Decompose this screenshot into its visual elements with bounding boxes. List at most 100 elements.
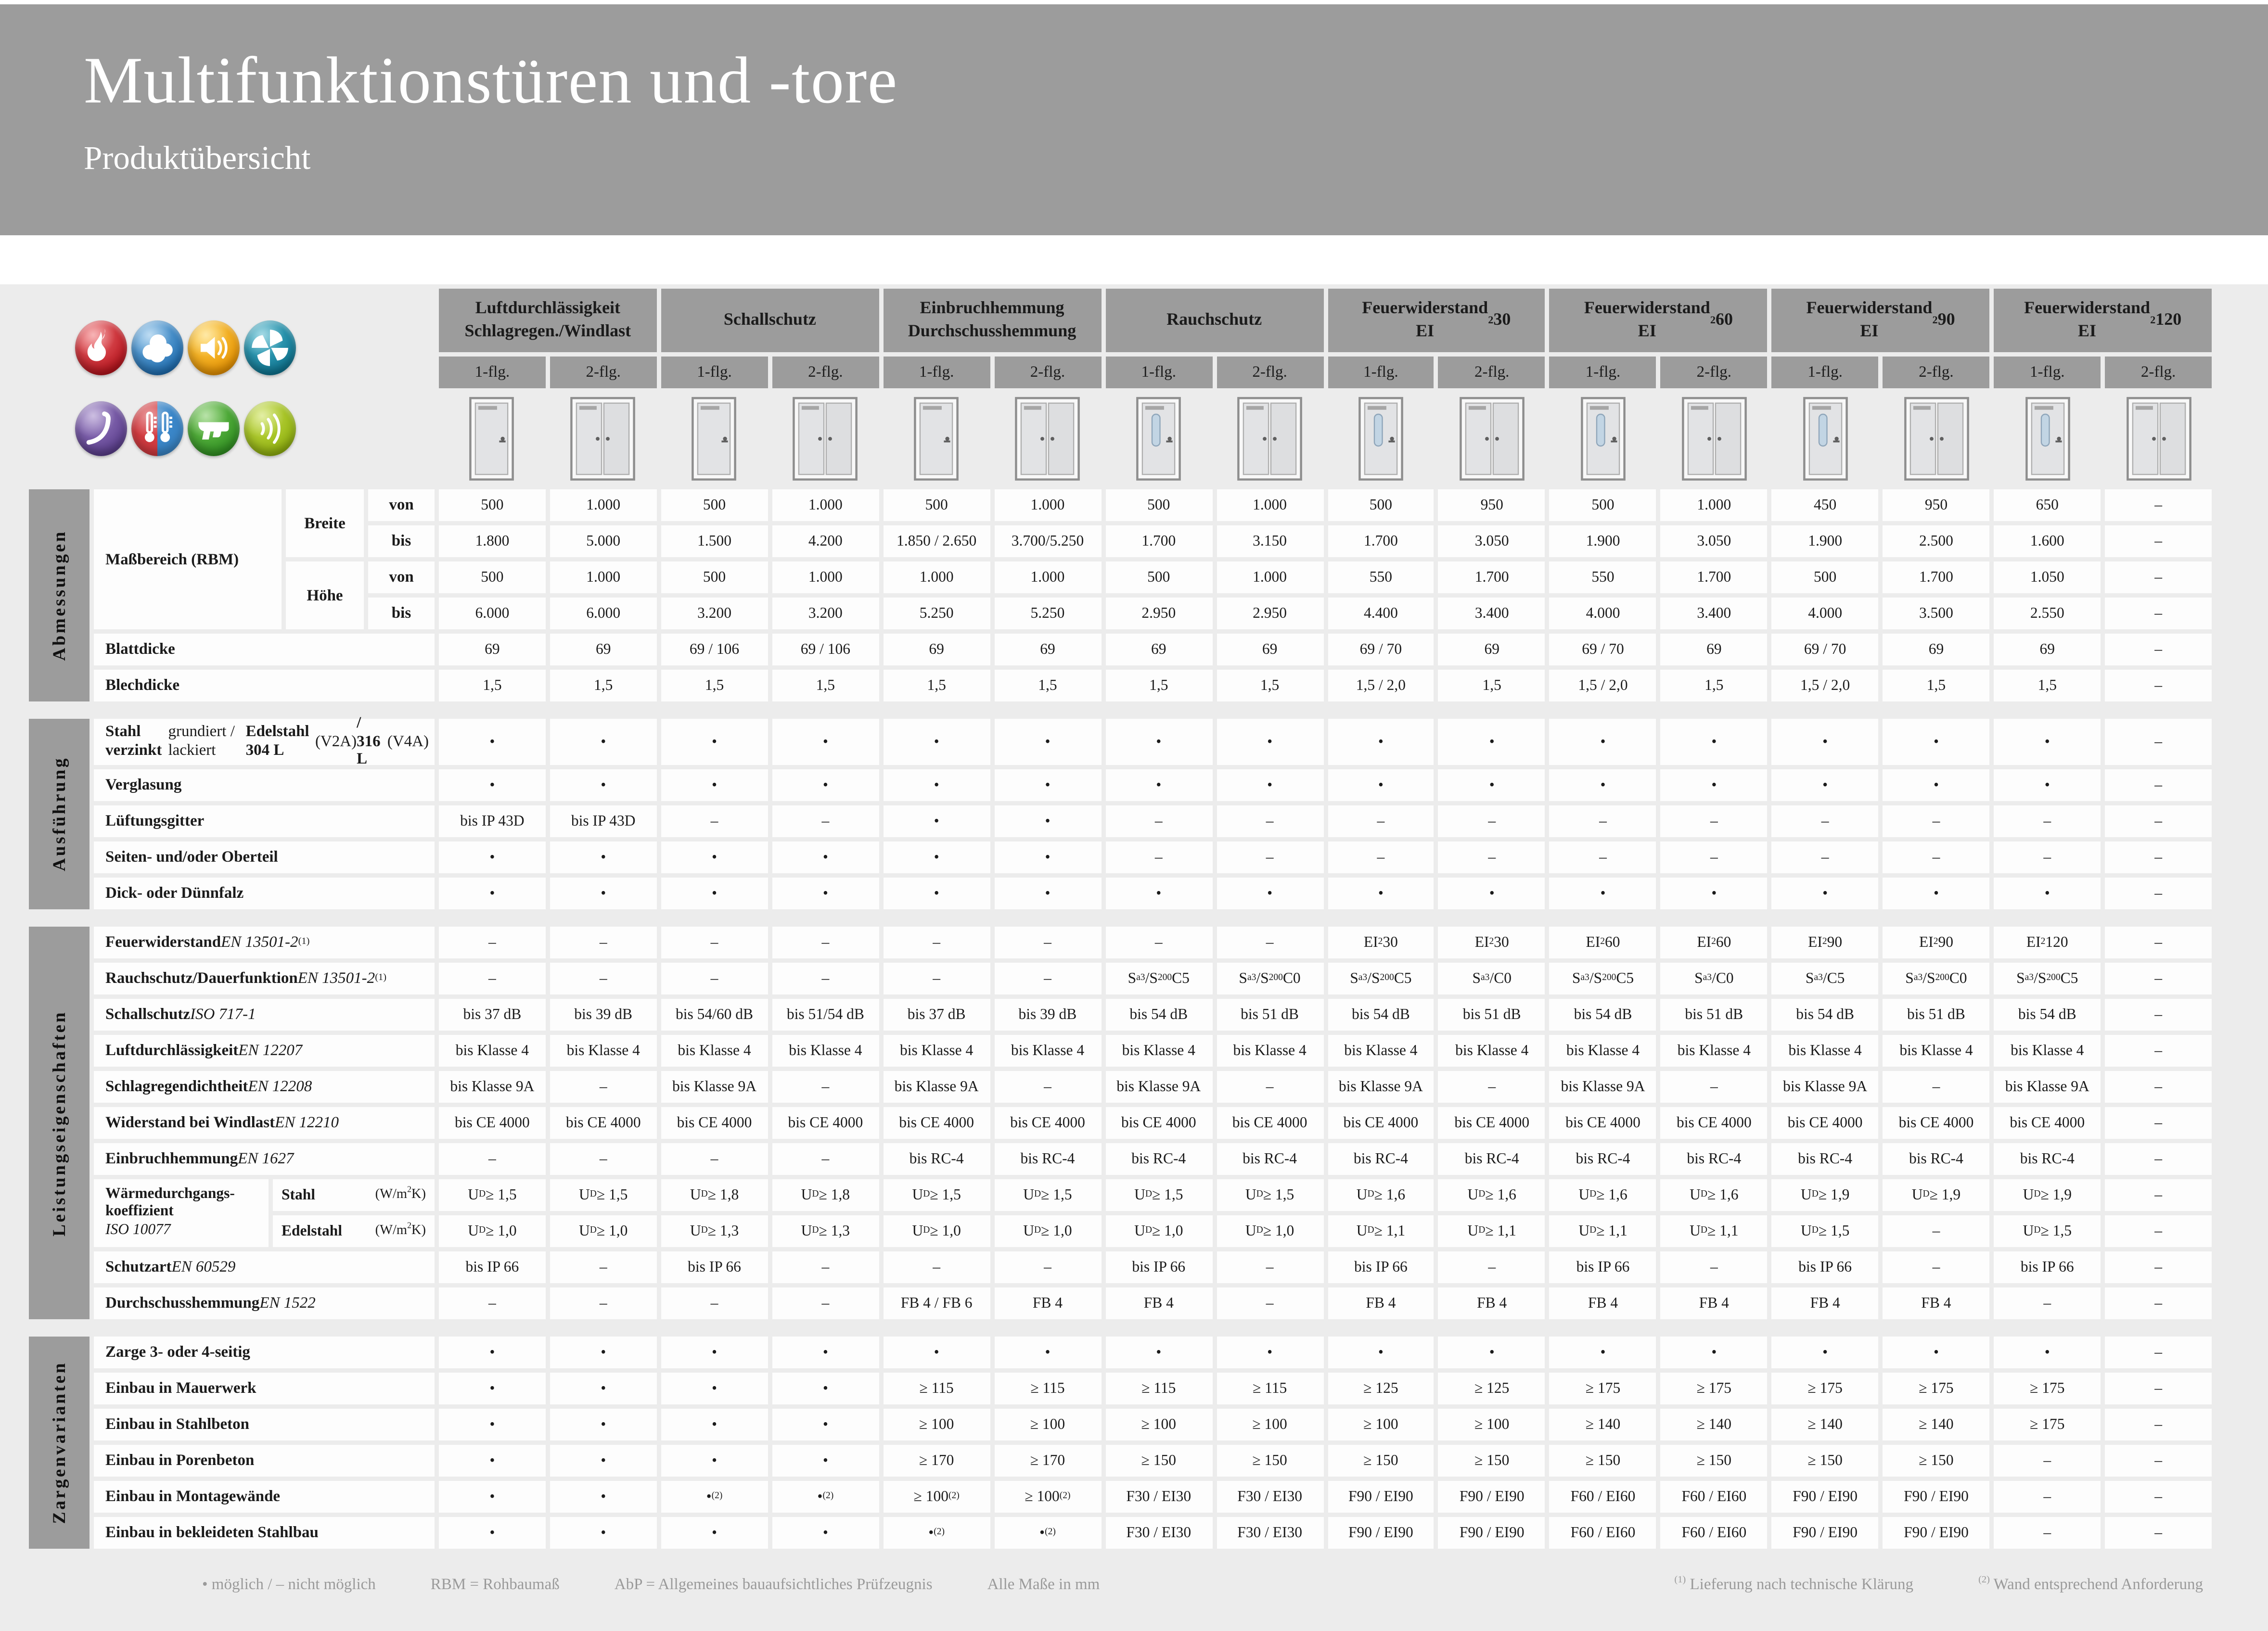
value-cell: • [883, 841, 990, 873]
value-cell: 1,5 / 2,0 [1771, 670, 1879, 701]
value-cell: • [1883, 878, 1990, 909]
legend-right: (1) Lieferung nach technische Klärung (2)… [1674, 1575, 2203, 1593]
value-cell: ≥ 150 [1771, 1445, 1879, 1477]
value-cell: 500 [1105, 489, 1212, 521]
value-cell: ≥ 175 [1994, 1373, 2101, 1404]
value-cell: – [2105, 1409, 2212, 1440]
value-cell: • [1771, 1337, 1879, 1368]
value-cell: – [550, 1251, 657, 1283]
value-cell: bis IP 43D [439, 805, 546, 837]
value-cell: bis CE 4000 [661, 1107, 768, 1139]
value-cell: 1.700 [1660, 561, 1768, 593]
value-cell: 1.850 / 2.650 [883, 525, 990, 557]
row-label: Einbau in Porenbeton [94, 1445, 435, 1477]
leaf-count-header: 1-flg. [661, 357, 768, 388]
value-cell: • [883, 805, 990, 837]
value-cell: EI 2 60 [1550, 927, 1656, 958]
leaf-count-header: 1-flg. [1994, 357, 2101, 388]
value-cell: bis RC-4 [1438, 1143, 1546, 1175]
value-cell: bis CE 4000 [1883, 1107, 1990, 1139]
leaf-count-header: 1-flg. [1327, 357, 1435, 388]
value-cell: 3.700/5.250 [994, 525, 1101, 557]
value-cell: 650 [1994, 489, 2101, 521]
value-cell: ≥ 150 [1883, 1445, 1990, 1477]
row-label: Dick- oder Dünnfalz [94, 878, 435, 909]
value-cell: bis Klasse 4 [661, 1035, 768, 1067]
value-cell: • [1105, 769, 1212, 801]
row-label: Blechdicke [94, 670, 435, 701]
value-cell: 5.250 [994, 598, 1101, 629]
value-cell: – [2105, 841, 2212, 873]
value-cell: 2.500 [1883, 525, 1990, 557]
value-cell: F60 / EI60 [1660, 1517, 1768, 1549]
value-cell: – [2105, 1179, 2212, 1211]
door-single-icon [883, 393, 990, 485]
door-single-glazed-icon [1772, 393, 1879, 485]
value-cell: EI 2 90 [1771, 927, 1879, 958]
value-cell: • [883, 719, 990, 765]
value-cell: – [772, 963, 879, 994]
value-cell: bis RC-4 [994, 1143, 1101, 1175]
range-label: von [368, 561, 435, 593]
value-cell: – [772, 1071, 879, 1103]
value-cell: – [661, 963, 768, 994]
legend-item: AbP = Allgemeines bauaufsichtliches Prüf… [614, 1576, 933, 1593]
value-cell: – [1883, 805, 1990, 837]
value-cell: 1.000 [994, 561, 1101, 593]
value-cell: – [1883, 841, 1990, 873]
value-cell: – [550, 1143, 657, 1175]
value-cell: 1,5 [439, 670, 546, 701]
value-cell: 1,5 / 2,0 [1550, 670, 1656, 701]
value-cell: 3.500 [1883, 598, 1990, 629]
section-label-ausfuehrung: Ausführung [29, 719, 90, 909]
value-cell: 69 [1883, 634, 1990, 665]
value-cell: ≥ 175 [1660, 1373, 1768, 1404]
value-cell: • [994, 1337, 1101, 1368]
value-cell: • [661, 1373, 768, 1404]
value-cell: • [994, 769, 1101, 801]
value-cell: ≥ 100 [1438, 1409, 1546, 1440]
value-cell: • [1438, 878, 1546, 909]
value-cell: bis Klasse 4 [994, 1035, 1101, 1067]
value-cell: – [1216, 841, 1323, 873]
value-cell: ≥ 100 [1216, 1409, 1323, 1440]
value-cell: ≥ 175 [1883, 1373, 1990, 1404]
row-label: Einbau in Montagewände [94, 1481, 435, 1513]
value-cell: ≥ 100 (2) [994, 1481, 1101, 1513]
value-cell: 69 / 70 [1327, 634, 1435, 665]
value-cell: 6.000 [550, 598, 657, 629]
value-cell: • (2) [883, 1517, 990, 1549]
value-cell: bis CE 4000 [550, 1107, 657, 1139]
row-label: Maßbereich (RBM) [94, 489, 282, 629]
value-cell: 69 / 106 [661, 634, 768, 665]
range-label: bis [368, 525, 435, 557]
value-cell: 69 / 70 [1550, 634, 1656, 665]
value-cell: 1.500 [661, 525, 768, 557]
value-cell: – [2105, 1287, 2212, 1319]
value-cell: 1,5 / 2,0 [1327, 670, 1435, 701]
value-cell: FB 4 / FB 6 [883, 1287, 990, 1319]
value-cell: • [1550, 769, 1656, 801]
value-cell: 1.000 [550, 561, 657, 593]
value-cell: • [1327, 878, 1435, 909]
row-label: Einbau in Mauerwerk [94, 1373, 435, 1404]
leaf-count-header: 1-flg. [883, 357, 990, 388]
value-cell: – [772, 1287, 879, 1319]
burglar-resistance-icon [75, 401, 127, 456]
legend-item: • möglich / – nicht möglich [202, 1576, 376, 1593]
value-cell: • [661, 1409, 768, 1440]
value-cell: bis IP 66 [1105, 1251, 1212, 1283]
value-cell: – [1438, 1251, 1546, 1283]
value-cell: 1.000 [772, 489, 879, 521]
value-cell: • [1994, 878, 2101, 909]
value-cell: – [661, 1143, 768, 1175]
